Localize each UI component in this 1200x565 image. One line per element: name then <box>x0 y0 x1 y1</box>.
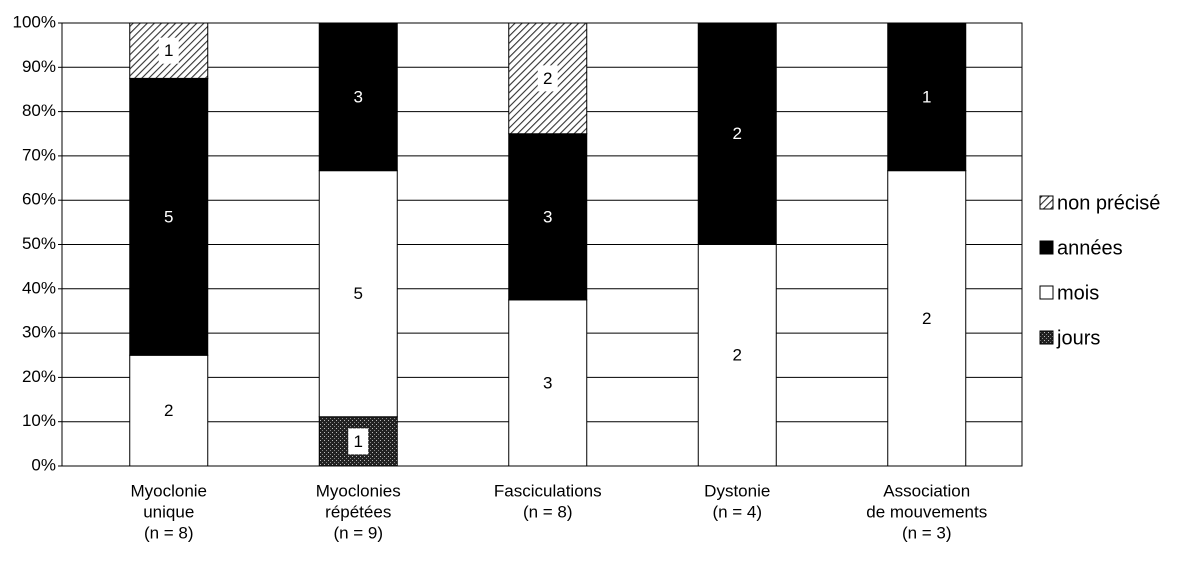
y-tick-label: 30% <box>22 323 56 342</box>
y-tick-label: 80% <box>22 101 56 120</box>
bar-segment <box>508 133 588 301</box>
y-tick-label: 20% <box>22 367 56 386</box>
data-label: 1 <box>922 87 931 106</box>
bar-segment <box>887 170 967 467</box>
label-box <box>348 428 369 455</box>
data-label: 3 <box>543 207 552 226</box>
data-label: 2 <box>733 124 742 143</box>
data-label: 1 <box>164 41 173 60</box>
y-tick-label: 0% <box>31 455 56 474</box>
label-box <box>537 65 558 92</box>
data-label: 1 <box>354 432 363 451</box>
legend-swatch <box>1039 195 1054 210</box>
bar-segment <box>318 170 398 418</box>
x-tick-label: (n = 8) <box>144 523 194 542</box>
x-tick-label: de mouvements <box>866 502 987 521</box>
legend-label: jours <box>1056 327 1100 349</box>
y-tick-label: 50% <box>22 234 56 253</box>
data-label: 5 <box>164 207 173 226</box>
bar-segment <box>318 22 398 172</box>
bar-segment <box>697 22 777 245</box>
data-label: 2 <box>543 69 552 88</box>
data-label: 2 <box>922 309 931 328</box>
y-tick-label: 90% <box>22 57 56 76</box>
data-label: 5 <box>354 284 363 303</box>
x-tick-label: (n = 4) <box>712 502 762 521</box>
data-label: 2 <box>164 401 173 420</box>
x-tick-label: Association <box>883 481 970 500</box>
legend-label: années <box>1057 237 1123 259</box>
x-tick-label: (n = 3) <box>902 523 952 542</box>
y-tick-label: 40% <box>22 278 56 297</box>
legend-swatch <box>1039 330 1054 345</box>
legend-label: non précisé <box>1057 192 1160 214</box>
y-tick-label: 100% <box>13 12 56 31</box>
y-tick-label: 10% <box>22 411 56 430</box>
label-box <box>158 37 179 64</box>
legend-label: mois <box>1057 282 1099 304</box>
bar-segment <box>129 77 209 356</box>
x-tick-label: répétées <box>325 502 391 521</box>
bar-segment <box>887 22 967 172</box>
legend-swatch <box>1039 240 1054 255</box>
data-label: 3 <box>354 87 363 106</box>
x-tick-label: Fasciculations <box>494 481 602 500</box>
y-tick-label: 70% <box>22 145 56 164</box>
data-label: 3 <box>543 373 552 392</box>
bar-segment <box>129 354 209 467</box>
bar-segment <box>508 299 588 467</box>
x-tick-label: Myoclonie <box>130 481 207 500</box>
data-label: 2 <box>733 346 742 365</box>
y-tick-label: 60% <box>22 190 56 209</box>
x-tick-label: Dystonie <box>704 481 770 500</box>
legend-swatch <box>1039 285 1054 300</box>
x-tick-label: (n = 8) <box>523 502 573 521</box>
x-tick-label: Myoclonies <box>316 481 401 500</box>
x-tick-label: unique <box>143 502 194 521</box>
x-tick-label: (n = 9) <box>333 523 383 542</box>
